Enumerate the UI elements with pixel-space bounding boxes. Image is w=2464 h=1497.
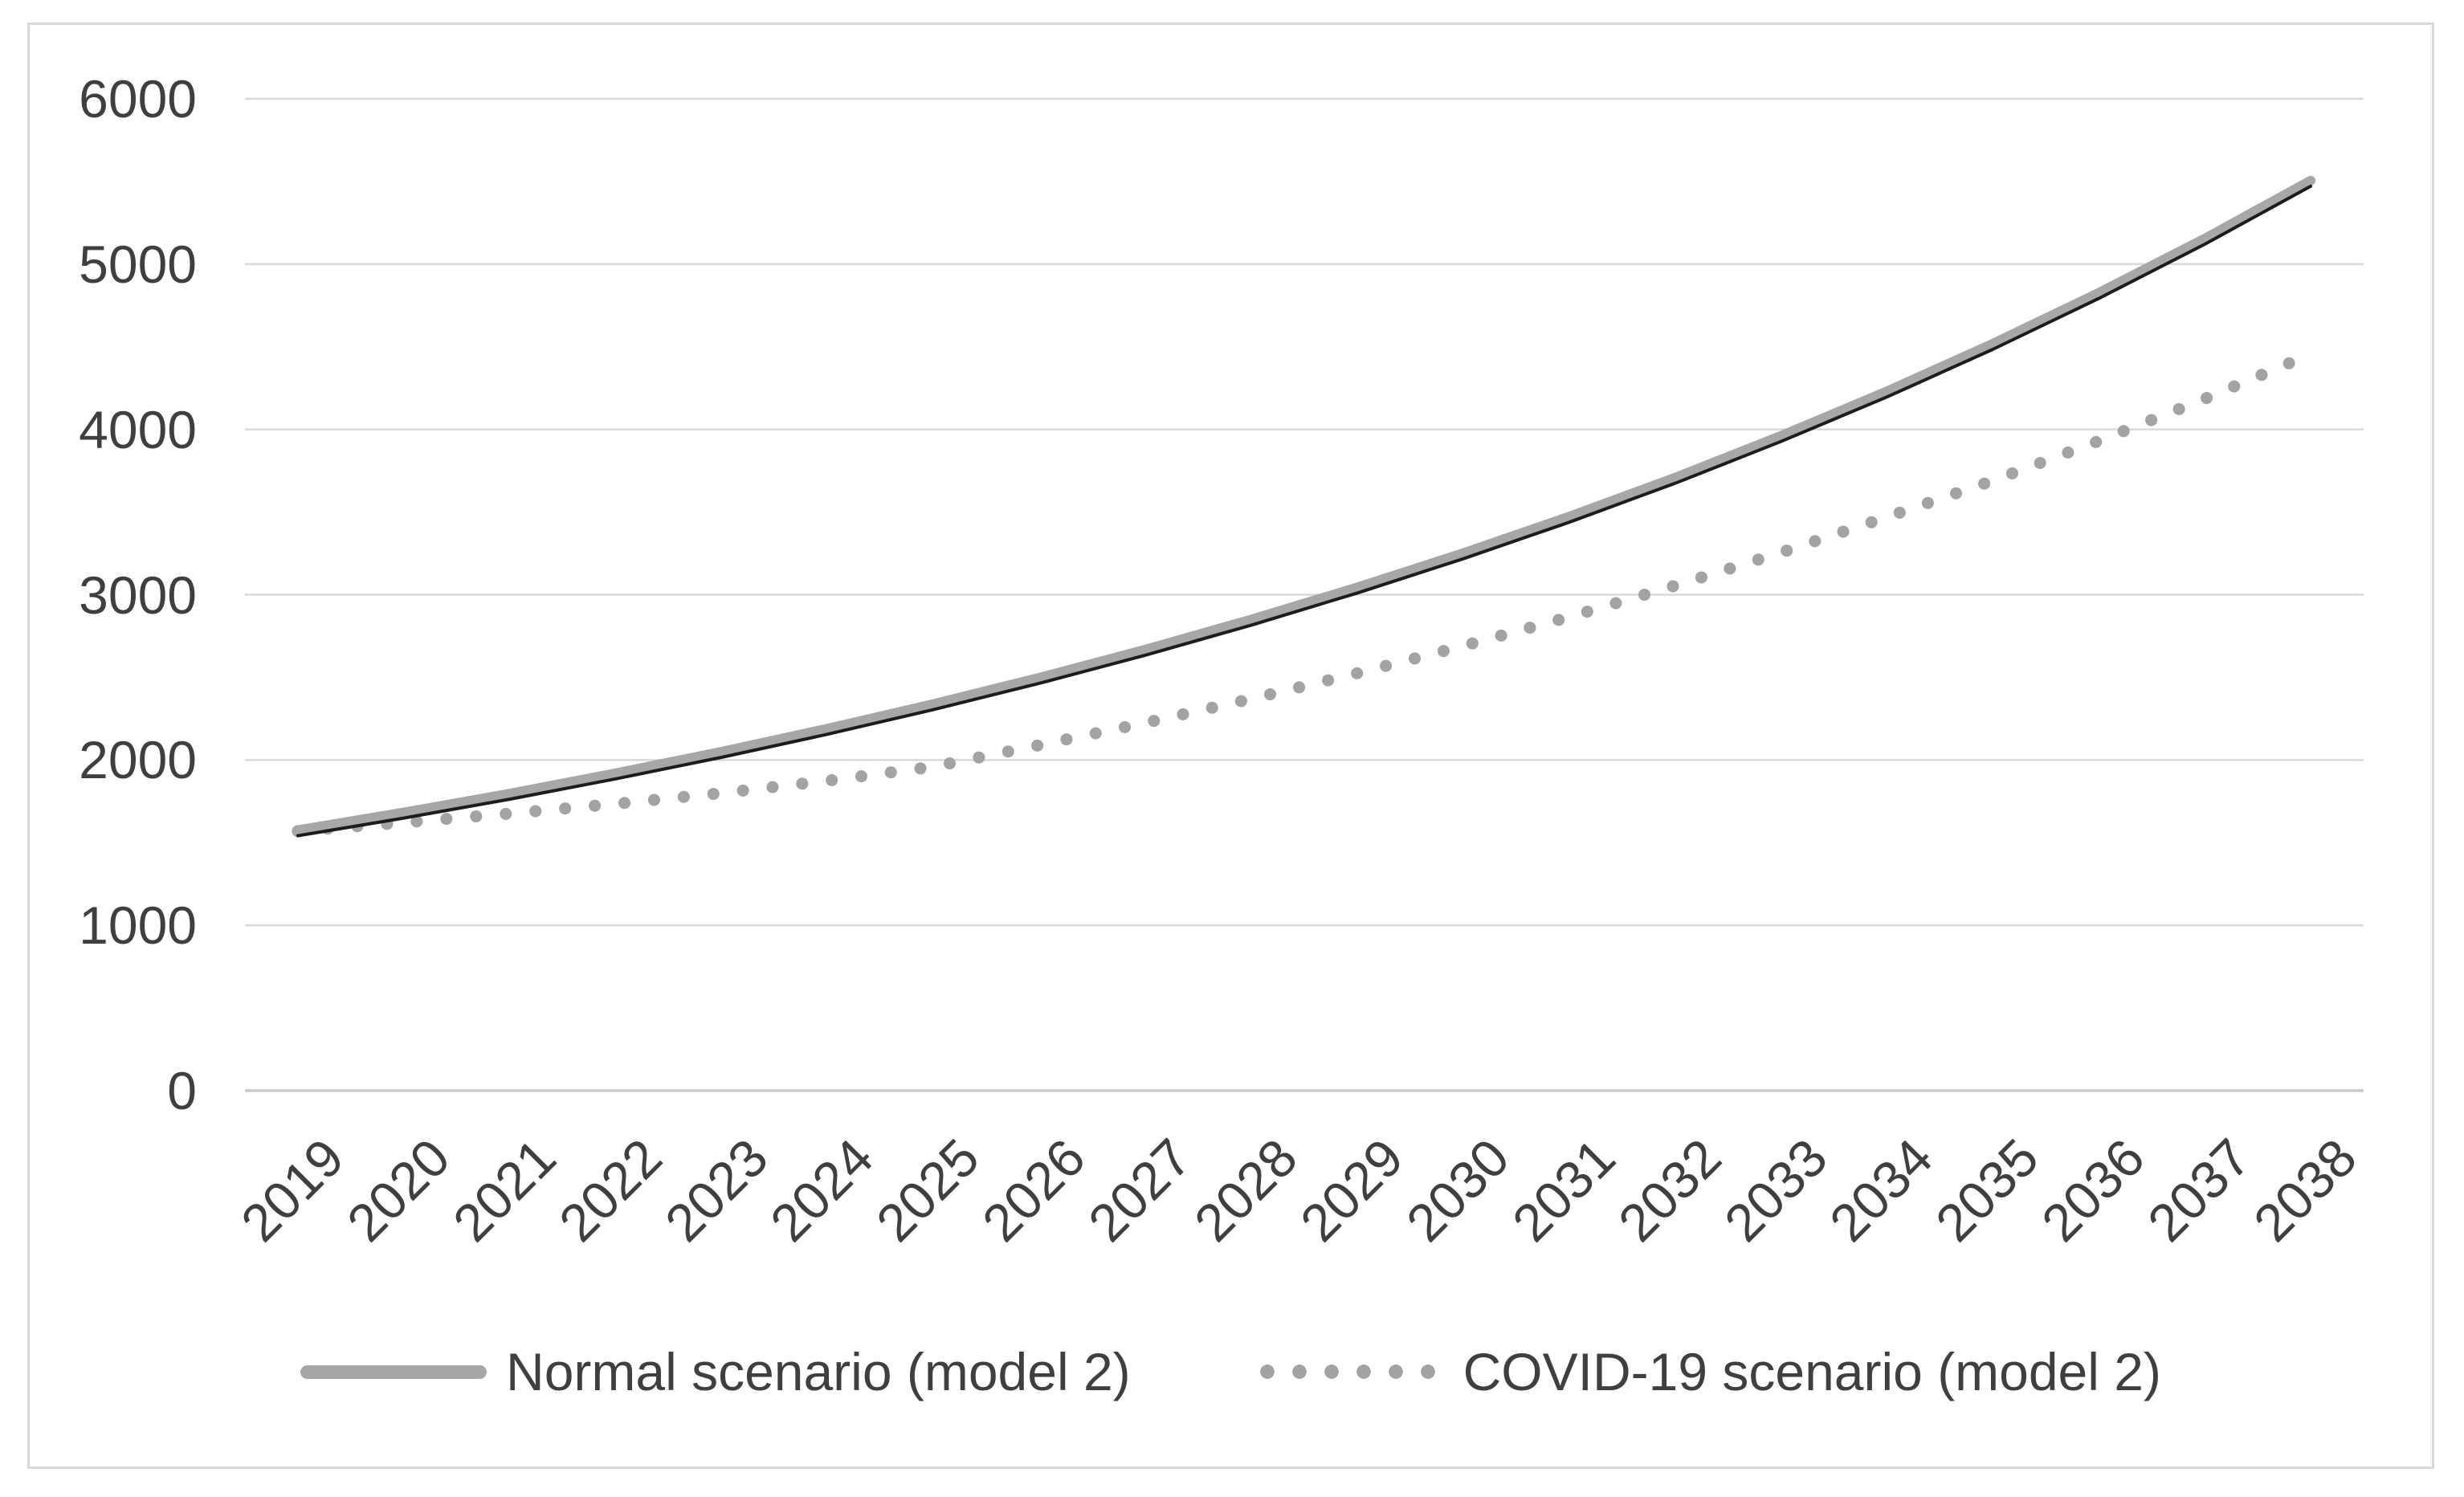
covid-scenario-dotted-line <box>292 348 2317 838</box>
legend-item-covid-scenario: COVID-19 scenario (model 2) <box>1250 1341 2161 1402</box>
y-tick-label-0: 0 <box>167 1061 197 1120</box>
legend-label-covid-scenario: COVID-19 scenario (model 2) <box>1462 1342 2161 1401</box>
normal-scenario-line-dark-edge <box>296 184 2313 838</box>
legend-dotted-line-swatch <box>1250 1364 1444 1380</box>
y-tick-label-3000: 3000 <box>79 565 197 625</box>
legend-solid-line-swatch <box>300 1364 487 1379</box>
y-tick-label-2000: 2000 <box>79 730 197 789</box>
normal-scenario-line <box>292 175 2316 835</box>
legend-item-normal-scenario: Normal scenario (model 2) <box>300 1341 1131 1402</box>
y-tick-label-6000: 6000 <box>79 69 197 128</box>
y-tick-label-1000: 1000 <box>79 895 197 955</box>
y-tick-label-4000: 4000 <box>79 400 197 459</box>
legend-label-normal-scenario: Normal scenario (model 2) <box>506 1342 1131 1401</box>
y-tick-label-5000: 5000 <box>79 235 197 294</box>
legend: Normal scenario (model 2) COVID-19 scena… <box>27 1324 2434 1420</box>
